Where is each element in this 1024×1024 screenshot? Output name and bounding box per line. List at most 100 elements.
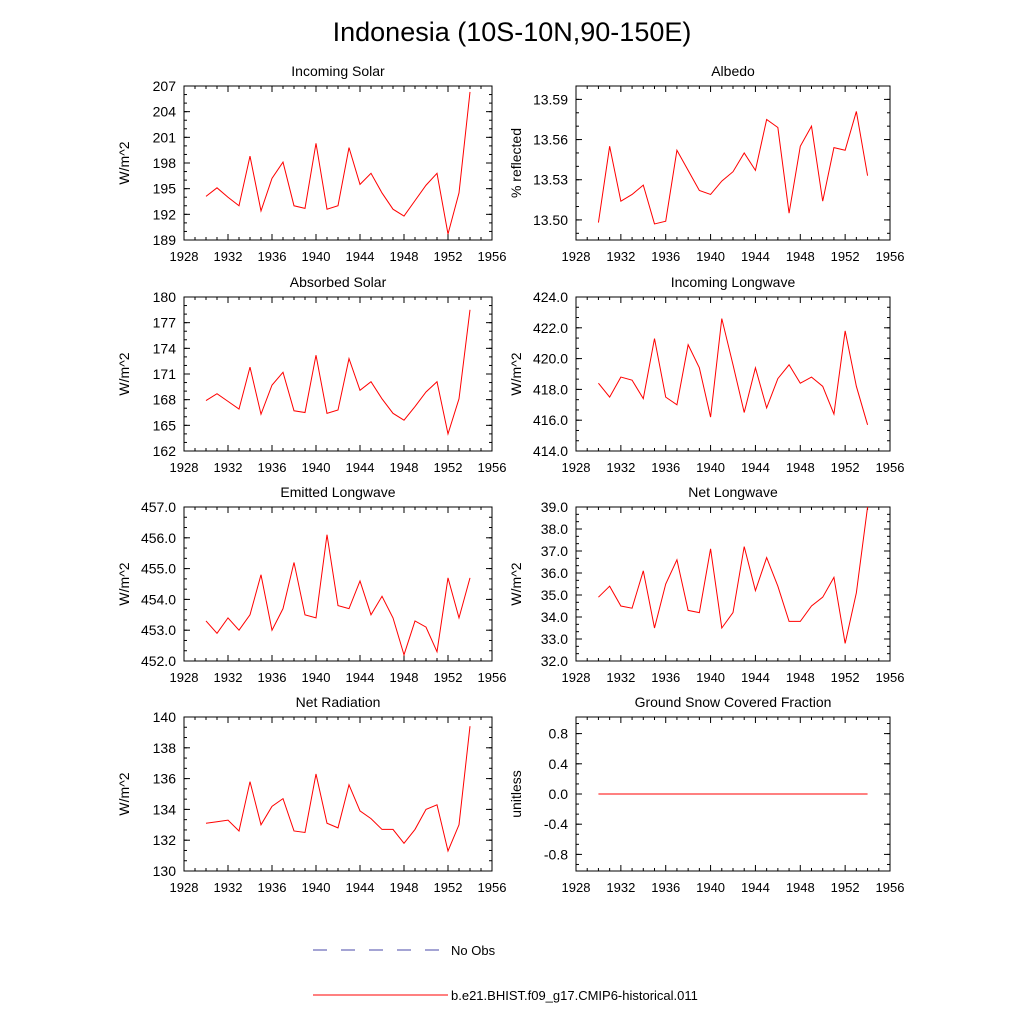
x-tick-label: 1952 <box>831 249 860 264</box>
chart-panel: Incoming Longwave W/m^2 1928 1932 1936 1940 19… <box>508 274 904 475</box>
y-axis-label: W/m^2 <box>508 352 524 395</box>
y-tick-label: 452.0 <box>141 653 176 669</box>
y-tick-label: 35.0 <box>541 587 568 603</box>
y-tick-label: 136 <box>153 771 177 787</box>
panel-title: Incoming Solar <box>291 63 385 79</box>
y-tick-label: 189 <box>153 232 177 248</box>
x-tick-label: 1940 <box>696 249 725 264</box>
y-tick-label: 34.0 <box>541 609 568 625</box>
x-tick-label: 1932 <box>214 880 243 895</box>
x-tick-label: 1948 <box>390 249 419 264</box>
x-tick-label: 1936 <box>258 249 287 264</box>
x-tick-label: 1956 <box>876 460 905 475</box>
panel-title: Incoming Longwave <box>671 274 796 290</box>
series-line <box>205 91 471 235</box>
y-tick-label: 171 <box>153 366 177 382</box>
y-tick-label: 33.0 <box>541 631 568 647</box>
chart-panel: Incoming Solar W/m^2 1928 1932 1936 1940 1944 1… <box>116 63 506 264</box>
x-tick-label: 1940 <box>696 670 725 685</box>
y-tick-label: 192 <box>153 206 177 222</box>
x-tick-label: 1952 <box>831 670 860 685</box>
plot-frame <box>575 296 891 452</box>
x-tick-label: 1936 <box>651 670 680 685</box>
x-tick-label: 1928 <box>170 670 199 685</box>
plot-frame <box>575 85 891 241</box>
panel-title: Net Radiation <box>296 694 381 710</box>
y-tick-label: 195 <box>153 181 177 197</box>
x-tick-label: 1932 <box>606 670 635 685</box>
x-tick-label: 1932 <box>214 460 243 475</box>
y-tick-label: 138 <box>153 740 177 756</box>
plot-frame <box>575 506 891 662</box>
x-tick-label: 1956 <box>478 249 507 264</box>
y-tick-label: 204 <box>153 104 177 120</box>
x-tick-label: 1952 <box>831 460 860 475</box>
x-tick-label: 1952 <box>434 460 463 475</box>
panel-title: Albedo <box>711 63 755 79</box>
series-line <box>598 506 869 644</box>
x-tick-label: 1956 <box>876 670 905 685</box>
y-axis-label: unitless <box>508 770 524 817</box>
y-tick-label: 132 <box>153 832 177 848</box>
panel-title: Net Longwave <box>688 484 778 500</box>
x-tick-label: 1932 <box>214 670 243 685</box>
y-axis-label: % reflected <box>508 128 524 198</box>
figure-title: Indonesia (10S-10N,90-150E) <box>333 17 692 47</box>
x-tick-label: 1936 <box>651 249 680 264</box>
panel-title: Ground Snow Covered Fraction <box>635 694 832 710</box>
legend: No Obs b.e21.BHIST.f09_g17.CMIP6-histori… <box>313 943 698 1003</box>
x-tick-label: 1940 <box>302 880 331 895</box>
chart-panel: Albedo % reflected 1928 1932 1936 1940 1944 194… <box>508 63 904 264</box>
y-tick-label: 422.0 <box>533 320 568 336</box>
x-tick-label: 1940 <box>696 880 725 895</box>
x-tick-label: 1956 <box>876 880 905 895</box>
legend-obs-label: No Obs <box>451 943 496 958</box>
chart-panel: Absorbed Solar W/m^2 1928 1932 1936 1940 1944 1… <box>116 274 506 475</box>
series-line <box>205 309 471 436</box>
x-tick-label: 1944 <box>741 460 770 475</box>
x-tick-label: 1956 <box>478 460 507 475</box>
y-tick-label: -0.8 <box>544 846 568 862</box>
x-tick-label: 1944 <box>346 460 375 475</box>
panel-title: Absorbed Solar <box>290 274 387 290</box>
chart-panel: Emitted Longwave W/m^2 1928 1932 1936 1940 194… <box>116 484 506 685</box>
plot-frame <box>183 296 493 452</box>
plot-frame <box>183 85 493 241</box>
x-tick-label: 1928 <box>170 249 199 264</box>
y-tick-label: 180 <box>153 289 177 305</box>
x-tick-label: 1948 <box>390 880 419 895</box>
x-tick-label: 1944 <box>741 670 770 685</box>
y-tick-label: 414.0 <box>533 443 568 459</box>
x-tick-label: 1952 <box>831 880 860 895</box>
x-tick-label: 1928 <box>562 880 591 895</box>
x-tick-label: 1940 <box>302 460 331 475</box>
y-tick-label: 453.0 <box>141 622 176 638</box>
x-tick-label: 1948 <box>786 670 815 685</box>
y-tick-label: 418.0 <box>533 381 568 397</box>
x-tick-label: 1948 <box>786 880 815 895</box>
series-line <box>598 318 869 425</box>
panels: Incoming Solar W/m^2 1928 1932 1936 1940 1944 1… <box>116 63 904 895</box>
chart-panel: Ground Snow Covered Fraction unitless 1928… <box>508 694 904 895</box>
x-tick-label: 1928 <box>562 249 591 264</box>
y-tick-label: 201 <box>153 129 177 145</box>
x-tick-label: 1948 <box>390 460 419 475</box>
x-tick-label: 1936 <box>651 880 680 895</box>
y-tick-label: 13.59 <box>533 91 568 107</box>
y-tick-label: 140 <box>153 709 177 725</box>
x-tick-label: 1940 <box>696 460 725 475</box>
y-axis-label: W/m^2 <box>116 141 132 184</box>
x-tick-label: 1956 <box>478 670 507 685</box>
y-tick-label: 168 <box>153 392 177 408</box>
y-tick-label: 207 <box>153 78 177 94</box>
y-tick-label: 0.0 <box>549 786 569 802</box>
y-tick-label: 134 <box>153 801 177 817</box>
y-tick-label: 424.0 <box>533 289 568 305</box>
y-tick-label: 162 <box>153 443 177 459</box>
series-line <box>205 726 471 853</box>
y-tick-label: 198 <box>153 155 177 171</box>
y-tick-label: 0.4 <box>549 756 569 772</box>
chart-panel: Net Longwave W/m^2 1928 1932 1936 1940 1944 194… <box>508 484 904 685</box>
x-tick-label: 1944 <box>741 880 770 895</box>
